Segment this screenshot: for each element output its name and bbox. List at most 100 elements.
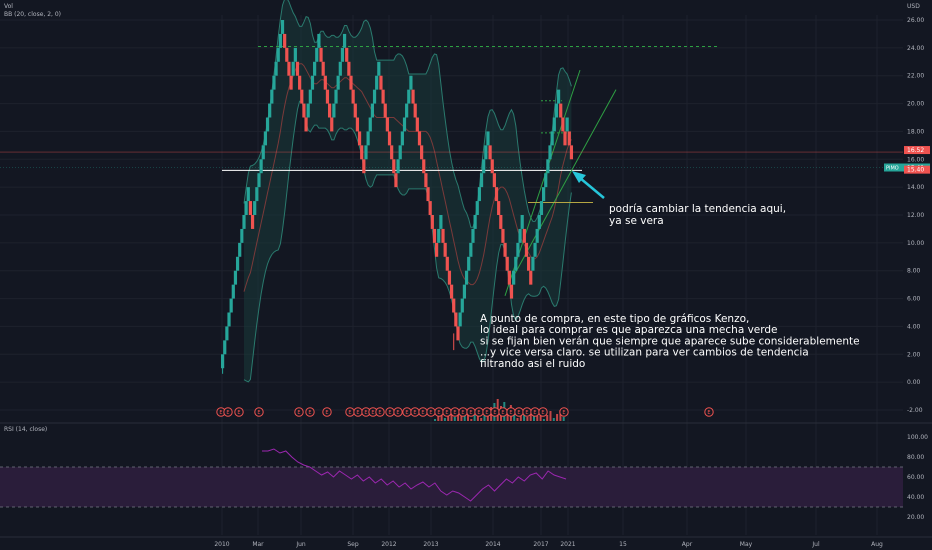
renko-brick — [308, 89, 312, 104]
renko-brick — [233, 270, 238, 285]
rsi-band — [0, 467, 903, 507]
volume-bar — [467, 412, 469, 421]
renko-brick — [317, 33, 321, 48]
renko-brick — [227, 312, 231, 327]
earnings-marker — [375, 407, 385, 417]
volume-bar — [562, 417, 565, 421]
renko-brick — [259, 159, 263, 174]
renko-brick — [293, 47, 297, 62]
renko-bricks[interactable] — [221, 20, 574, 374]
volume-bar — [480, 418, 483, 421]
renko-brick — [548, 145, 552, 160]
renko-brick — [398, 145, 402, 160]
renko-brick — [261, 145, 265, 160]
renko-brick — [242, 215, 246, 229]
renko-brick — [449, 284, 454, 299]
renko-brick — [349, 75, 353, 90]
renko-brick — [390, 145, 394, 160]
y-tick-label: 6.00 — [907, 296, 921, 303]
price-label: 15.40 — [907, 167, 924, 174]
earnings-marker-label: E — [364, 410, 367, 416]
earnings-marker-label: E — [371, 410, 374, 416]
annotation-arrowhead — [572, 171, 586, 183]
renko-brick — [544, 173, 548, 188]
renko-brick — [462, 284, 467, 299]
renko-brick — [460, 298, 464, 313]
legend-vol[interactable]: Vol — [4, 3, 13, 10]
volume-bar — [434, 419, 436, 421]
volume-bar — [463, 416, 466, 421]
x-tick-label: Jun — [295, 541, 306, 548]
earnings-marker-label: E — [257, 410, 260, 416]
renko-brick — [539, 201, 544, 215]
renko-brick — [415, 117, 419, 132]
earnings-marker-label: E — [485, 410, 488, 416]
earnings-marker-label: E — [501, 410, 504, 416]
axes: 26.00 24.00 22.00 20.00 18.00 16.00 14.00 12.00… — [0, 17, 932, 548]
renko-brick — [567, 131, 571, 146]
renko-brick — [377, 61, 381, 76]
renko-brick — [430, 215, 434, 229]
renko-brick — [280, 20, 285, 34]
volume-bar — [549, 411, 552, 421]
earnings-marker — [393, 407, 403, 417]
renko-brick — [512, 270, 516, 285]
renko-brick — [319, 47, 323, 62]
earnings-marker-label: E — [541, 410, 544, 416]
renko-brick — [514, 256, 518, 271]
rsi-line — [262, 448, 567, 502]
renko-brick — [405, 103, 409, 118]
earnings-marker — [704, 407, 714, 417]
renko-brick — [287, 61, 291, 76]
earnings-marker — [254, 407, 264, 417]
volume-bar — [536, 416, 539, 421]
renko-brick — [482, 159, 486, 174]
legend-rsi[interactable]: RSI (14, close) — [4, 426, 48, 433]
renko-brick — [432, 228, 437, 243]
earnings-marker-label: E — [378, 410, 381, 416]
renko-brick — [554, 103, 559, 118]
volume-bar — [513, 411, 516, 421]
earnings-marker — [538, 407, 548, 417]
renko-brick — [443, 242, 447, 257]
volume-bar — [437, 415, 440, 421]
renko-brick — [265, 117, 270, 132]
renko-brick — [420, 145, 424, 160]
volume-bar — [447, 414, 450, 421]
legend-bb[interactable]: BB (20, close, 2, 0) — [4, 11, 61, 18]
annotation-arrow — [579, 177, 605, 199]
rsi-tick-label: 20.00 — [907, 514, 924, 521]
renko-brick — [263, 131, 267, 146]
renko-brick — [409, 75, 413, 90]
renko-brick — [467, 256, 471, 271]
renko-brick — [325, 89, 330, 104]
renko-brick — [338, 61, 342, 76]
earnings-marker — [305, 407, 315, 417]
y-tick-label: 18.00 — [907, 128, 924, 135]
y-tick-label: 4.00 — [907, 323, 921, 330]
price-label-bg — [904, 146, 930, 155]
earnings-marker-label: E — [461, 410, 464, 416]
renko-brick — [565, 117, 569, 132]
renko-brick — [323, 75, 327, 90]
renko-brick — [342, 33, 347, 48]
renko-brick — [400, 131, 404, 146]
renko-brick — [447, 270, 452, 285]
renko-brick — [379, 75, 383, 90]
renko-brick — [527, 256, 531, 271]
earnings-marker-label: E — [325, 410, 328, 416]
earnings-marker-label: E — [226, 410, 229, 416]
renko-brick — [537, 215, 541, 229]
renko-brick — [445, 256, 449, 271]
renko-brick — [505, 256, 509, 271]
renko-brick — [402, 117, 407, 132]
renko-brick — [238, 242, 242, 257]
renko-brick — [563, 131, 567, 146]
annotation-text-2: ...y vice versa claro. se utilizan para … — [480, 347, 809, 359]
annotation-text-1: podría cambiar la tendencia aqui, — [609, 203, 786, 215]
volume-bar — [546, 415, 549, 421]
renko-brick — [375, 75, 379, 90]
x-tick-label: 15 — [619, 541, 627, 548]
y-tick-label: 10.00 — [907, 240, 924, 247]
